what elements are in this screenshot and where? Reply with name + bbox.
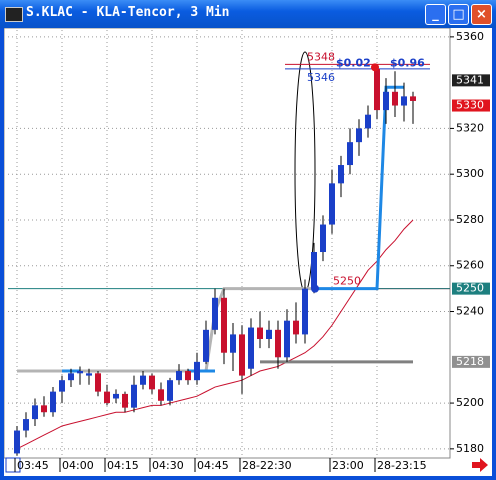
candle-body	[59, 380, 65, 392]
minimize-button[interactable]: _	[425, 4, 446, 25]
price-box-label: 5330	[456, 99, 484, 112]
candle-body	[158, 389, 164, 401]
candle-body	[131, 384, 137, 408]
price-box	[452, 355, 490, 368]
y-tick-label: 5240	[456, 305, 484, 318]
x-tick-label: 04:45	[197, 459, 229, 472]
title-bar: S.KLAC - KLA-Tencor, 3 Min _ □ ×	[0, 0, 496, 28]
candle-body	[221, 297, 227, 353]
level-label: 5348	[307, 50, 335, 63]
candle-body	[149, 375, 155, 390]
price-box-label: 5218	[456, 355, 484, 368]
candle-body	[167, 380, 173, 401]
y-tick-label: 5200	[456, 396, 484, 409]
candle-body	[77, 371, 83, 374]
marker	[371, 63, 379, 72]
candle-body	[293, 320, 299, 335]
y-tick-label: 5300	[456, 167, 484, 180]
candle-body	[239, 334, 245, 376]
level-label: 5346	[307, 71, 335, 84]
candle-body	[185, 371, 191, 381]
candle-body	[86, 373, 92, 376]
candle-body	[275, 329, 281, 358]
window-title: S.KLAC - KLA-Tencor, 3 Min	[26, 5, 230, 20]
chart: 5180 5200 5240 5260 5280 5300 5320 5360 03:45 04:…	[4, 28, 492, 476]
price-box	[452, 282, 490, 295]
candle-body	[302, 288, 308, 335]
x-tick-label: 28-22:30	[242, 459, 292, 472]
candle-body	[104, 391, 110, 404]
candle-body	[50, 391, 56, 413]
candle-body	[365, 114, 371, 129]
candle-body	[122, 393, 128, 408]
x-tick-label: 04:30	[152, 459, 184, 472]
candle-body	[311, 252, 317, 289]
candle-body	[392, 91, 398, 106]
x-tick-label: 04:15	[107, 459, 139, 472]
y-tick-label: 5320	[456, 121, 484, 134]
price-box	[452, 74, 490, 87]
candle-body	[356, 128, 362, 143]
y-tick-label: 5260	[456, 259, 484, 272]
scroll-icon[interactable]	[5, 457, 21, 473]
candle-body	[194, 361, 200, 381]
candle-body	[176, 371, 182, 381]
candle-body	[374, 68, 380, 111]
candle-body	[410, 96, 416, 101]
close-button[interactable]: ×	[471, 4, 492, 25]
candle-body	[347, 142, 353, 166]
marker	[311, 284, 319, 293]
candle-body	[23, 419, 29, 431]
candle-body	[68, 373, 74, 381]
x-tick-label: 04:00	[62, 459, 94, 472]
y-tick-label: 5280	[456, 213, 484, 226]
candle-body	[41, 405, 47, 413]
price-box-label: 5341	[456, 73, 484, 86]
price-box	[452, 99, 490, 112]
candle-body	[329, 183, 335, 225]
candle-body	[32, 405, 38, 420]
candle-body	[401, 96, 407, 106]
candle-body	[266, 329, 272, 339]
candle-body	[320, 224, 326, 253]
scroll-arrow[interactable]	[472, 458, 488, 472]
candle-body	[203, 329, 209, 362]
candle-body	[383, 91, 389, 111]
candle-body	[14, 430, 20, 454]
y-tick-label: 5360	[456, 30, 484, 43]
indicator-line	[16, 219, 414, 450]
annotation: $0.02	[336, 56, 371, 69]
level-label: 5250	[333, 275, 361, 288]
candle-body	[257, 327, 263, 339]
app-icon	[5, 7, 23, 22]
y-tick-label: 5180	[456, 442, 484, 455]
price-box-label: 5250	[456, 282, 484, 295]
candle-body	[95, 373, 101, 392]
candle-body	[113, 393, 119, 399]
maximize-button[interactable]: □	[448, 4, 469, 25]
candle-body	[284, 320, 290, 358]
candle-body	[212, 297, 218, 330]
x-tick-label: 03:45	[17, 459, 49, 472]
candle-body	[338, 165, 344, 184]
x-tick-label: 23:00	[332, 459, 364, 472]
x-tick-label: 28-23:15	[377, 459, 427, 472]
annotation: $0.96	[390, 56, 425, 69]
candle-body	[248, 327, 254, 369]
candle-body	[230, 334, 236, 353]
candle-body	[140, 375, 146, 385]
